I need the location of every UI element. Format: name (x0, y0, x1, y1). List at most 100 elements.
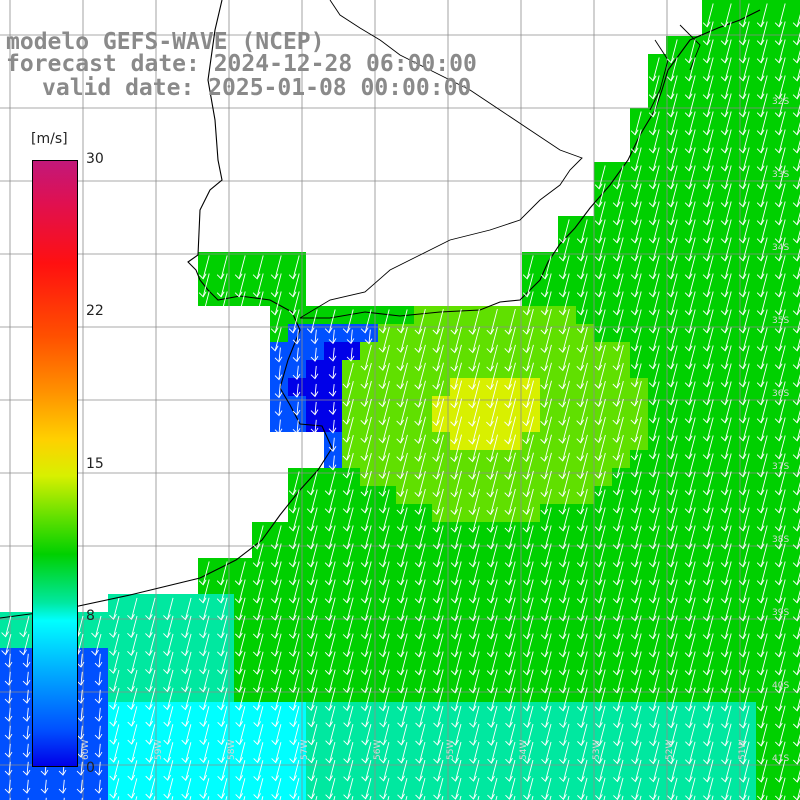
wind-cell (756, 612, 774, 630)
wind-arrow (307, 706, 318, 728)
wind-cell (486, 378, 504, 396)
wind-cell (504, 360, 522, 378)
wind-arrow (342, 615, 354, 640)
lon-label: 59W (154, 740, 164, 760)
wind-arrow (720, 687, 732, 712)
wind-cell (468, 792, 486, 800)
wind-arrow (217, 615, 228, 639)
wind-arrow (469, 741, 480, 764)
wind-cell (774, 594, 792, 612)
wind-cell (612, 540, 630, 558)
wind-cell (450, 468, 468, 486)
wind-arrow (360, 633, 372, 658)
wind-cell (738, 576, 756, 594)
wind-cell (342, 468, 360, 486)
wind-arrow (486, 308, 498, 335)
wind-cell (594, 486, 612, 504)
wind-arrow (342, 398, 354, 425)
wind-arrow (163, 724, 174, 745)
wind-cell (666, 270, 684, 288)
wind-cell (162, 666, 180, 684)
wind-cell (504, 648, 522, 666)
wind-cell (612, 342, 630, 360)
wind-cell (666, 738, 684, 756)
wind-arrow (792, 103, 800, 118)
wind-cell (576, 774, 594, 792)
wind-arrow (595, 741, 606, 765)
wind-cell (270, 576, 288, 594)
wind-arrow (94, 779, 103, 794)
wind-arrow (720, 615, 732, 640)
wind-arrow (667, 741, 678, 765)
wind-arrow (684, 273, 696, 298)
wind-arrow (523, 759, 534, 782)
wind-cell (576, 522, 594, 540)
wind-arrow (594, 380, 606, 408)
wind-cell (702, 162, 720, 180)
wind-cell (522, 648, 540, 666)
wind-arrow (756, 93, 768, 118)
wind-arrow (792, 715, 800, 729)
wind-cell (360, 558, 378, 576)
wind-cell (450, 576, 468, 594)
wind-cell (90, 720, 108, 738)
wind-arrow (558, 543, 570, 568)
wind-cell (414, 522, 432, 540)
wind-arrow (558, 273, 570, 298)
wind-arrow (738, 75, 750, 100)
wind-cell (756, 702, 774, 720)
wind-arrow (325, 724, 336, 746)
wind-cell (18, 666, 36, 684)
wind-arrow (702, 525, 714, 550)
wind-cell (468, 558, 486, 576)
wind-cell (504, 468, 522, 486)
colorbar-tick-8: 8 (86, 608, 95, 624)
wind-arrow (684, 687, 696, 712)
wind-cell (558, 792, 576, 800)
wind-cell (594, 504, 612, 522)
wind-cell (468, 594, 486, 612)
wind-cell (216, 594, 234, 612)
wind-arrow (594, 651, 606, 676)
wind-cell (756, 504, 774, 522)
wind-arrow (630, 615, 642, 640)
wind-arrow (630, 471, 642, 496)
wind-cell (756, 378, 774, 396)
wind-arrow (702, 381, 714, 406)
wind-cell (432, 792, 450, 800)
wind-arrow (253, 742, 264, 764)
wind-arrow (468, 452, 480, 480)
wind-cell (756, 792, 774, 800)
wind-cell (666, 540, 684, 558)
wind-arrow (738, 3, 750, 28)
wind-cell (558, 558, 576, 576)
wind-arrow (774, 345, 786, 370)
wind-arrow (756, 489, 768, 514)
wind-cell (216, 684, 234, 702)
wind-cell (792, 648, 800, 666)
wind-arrow (127, 778, 138, 799)
wind-cell (630, 324, 648, 342)
wind-arrow (540, 525, 552, 550)
wind-cell (738, 126, 756, 144)
wind-arrow (648, 75, 660, 100)
wind-cell (612, 486, 630, 504)
wind-arrow (4, 725, 13, 740)
wind-arrow (1, 634, 12, 656)
wind-arrow (558, 525, 570, 550)
wind-arrow (738, 561, 750, 586)
wind-arrow (342, 651, 354, 676)
wind-arrow (450, 507, 462, 533)
wind-cell (684, 126, 702, 144)
wind-arrow (217, 669, 228, 693)
wind-arrow (631, 705, 642, 729)
wind-arrow (504, 470, 516, 498)
wind-arrow (774, 705, 786, 729)
wind-arrow (270, 273, 282, 298)
wind-arrow (666, 147, 678, 172)
wind-cell (378, 666, 396, 684)
wind-cell (0, 612, 18, 630)
wind-arrow (252, 561, 264, 586)
wind-cell (198, 702, 216, 720)
